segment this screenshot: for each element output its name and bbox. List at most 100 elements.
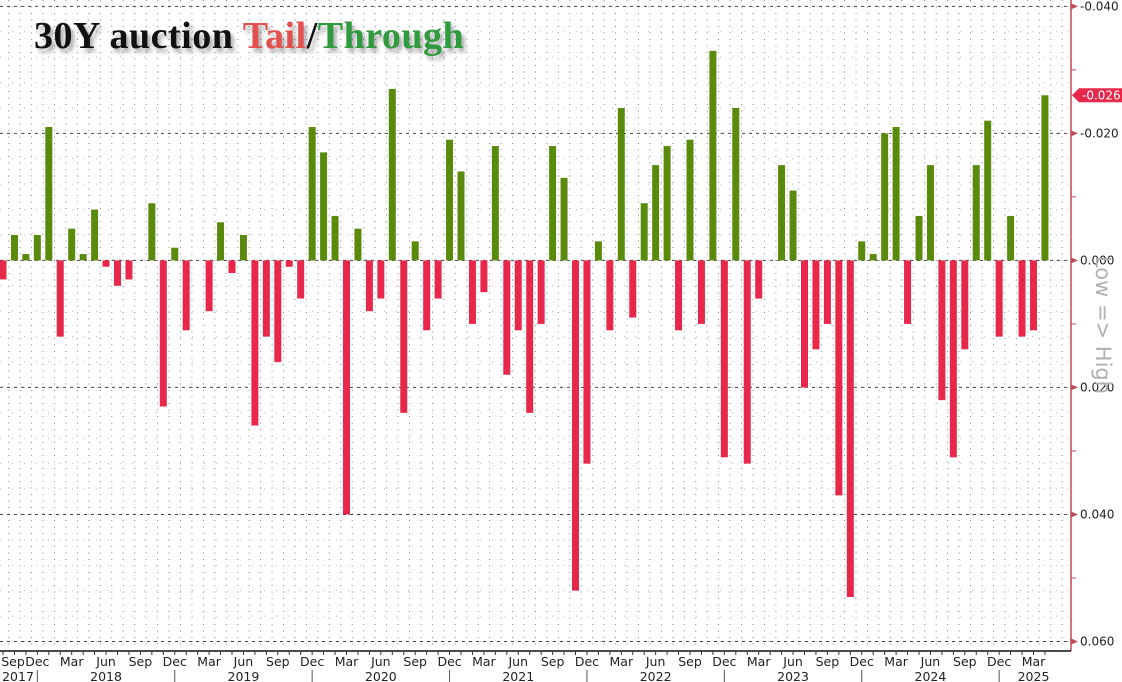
bar-2019-01 bbox=[182, 260, 190, 331]
bar-2020-02 bbox=[331, 215, 339, 261]
x-month-label: Dec bbox=[712, 654, 736, 669]
x-year-label: 2020 bbox=[365, 669, 397, 682]
x-month-label: Jun bbox=[95, 654, 116, 669]
x-month-label: Dec bbox=[575, 654, 599, 669]
bar-2023-09 bbox=[823, 260, 831, 324]
bar-2024-05 bbox=[915, 215, 923, 261]
bar-2022-02 bbox=[606, 260, 614, 331]
x-month-label: Jun bbox=[645, 654, 666, 669]
bar-2018-05 bbox=[91, 209, 99, 261]
x-month-label: Mar bbox=[197, 654, 221, 669]
bar-2020-01 bbox=[320, 152, 328, 261]
y-tick-marker bbox=[1071, 638, 1078, 645]
bar-2024-02 bbox=[881, 133, 889, 261]
y-tick-marker bbox=[1071, 384, 1078, 391]
bar-2018-08 bbox=[125, 260, 133, 280]
bar-2022-12 bbox=[720, 260, 728, 458]
bar-2020-08 bbox=[400, 260, 408, 413]
x-month-label: Jun bbox=[920, 654, 941, 669]
bar-2019-11 bbox=[297, 260, 305, 299]
x-month-label: Mar bbox=[1022, 654, 1046, 669]
x-month-label: Mar bbox=[747, 654, 771, 669]
bar-2023-11 bbox=[846, 260, 854, 598]
x-month-label: Mar bbox=[60, 654, 84, 669]
bar-2021-12 bbox=[583, 260, 591, 464]
x-month-label: Mar bbox=[884, 654, 908, 669]
bar-2021-02 bbox=[468, 260, 476, 324]
bar-2021-06 bbox=[514, 260, 522, 331]
bar-2018-11 bbox=[159, 260, 167, 407]
bar-2020-11 bbox=[434, 260, 442, 299]
x-month-label: Mar bbox=[472, 654, 496, 669]
bar-2022-06 bbox=[652, 165, 660, 261]
bar-2017-10 bbox=[10, 234, 18, 261]
bar-2018-12 bbox=[171, 247, 179, 261]
x-month-label: Sep bbox=[541, 654, 565, 669]
x-year-label: 2021 bbox=[502, 669, 534, 682]
x-month-label: Mar bbox=[610, 654, 634, 669]
bar-2023-10 bbox=[835, 260, 843, 496]
x-month-label: Jun bbox=[782, 654, 803, 669]
bar-2021-07 bbox=[526, 260, 534, 413]
bar-2021-08 bbox=[537, 260, 545, 324]
bar-2021-11 bbox=[572, 260, 579, 591]
x-year-label: 2025 bbox=[1018, 669, 1050, 682]
chart-title: 30Y auction Tail/Through bbox=[34, 14, 464, 58]
y-tick-marker bbox=[1071, 130, 1078, 137]
bar-2022-08 bbox=[675, 260, 683, 331]
bar-2018-03 bbox=[68, 228, 76, 261]
bar-2022-04 bbox=[629, 260, 637, 318]
bar-2019-10 bbox=[285, 260, 293, 267]
x-month-label: Jun bbox=[233, 654, 254, 669]
bar-2019-05 bbox=[228, 260, 236, 274]
bar-2020-03 bbox=[343, 260, 350, 515]
x-month-label: Sep bbox=[266, 654, 290, 669]
bar-2018-01 bbox=[45, 127, 53, 261]
bar-2020-09 bbox=[411, 241, 419, 261]
y-tick-marker bbox=[1071, 257, 1078, 264]
y-tick-label: -0.040 bbox=[1080, 0, 1119, 13]
bar-2023-12 bbox=[858, 241, 866, 261]
x-month-label: Sep bbox=[129, 654, 153, 669]
x-year-label: 2017 bbox=[2, 669, 34, 682]
x-month-label: Sep bbox=[953, 654, 977, 669]
bar-2022-11 bbox=[709, 50, 717, 261]
x-month-label: Jun bbox=[370, 654, 391, 669]
title-tail: Tail bbox=[242, 15, 307, 57]
bar-2022-09 bbox=[686, 139, 694, 261]
bar-2023-02 bbox=[743, 260, 751, 464]
x-month-label: Sep bbox=[1, 654, 25, 669]
bar-2018-07 bbox=[114, 260, 121, 286]
bar-2019-06 bbox=[239, 234, 247, 261]
bar-2019-08 bbox=[262, 260, 270, 337]
bar-2021-04 bbox=[491, 146, 499, 261]
title-through: Through bbox=[317, 15, 465, 57]
bar-2024-03 bbox=[892, 127, 900, 261]
bar-2024-01 bbox=[869, 254, 877, 261]
title-slash: / bbox=[306, 15, 318, 57]
x-month-label: Dec bbox=[300, 654, 324, 669]
bar-2018-10 bbox=[148, 203, 156, 261]
bar-2018-06 bbox=[102, 260, 110, 267]
bar-2020-05 bbox=[365, 260, 373, 312]
last-value-tag bbox=[1072, 88, 1122, 103]
bar-2024-08 bbox=[949, 260, 957, 458]
bar-2024-11 bbox=[984, 120, 992, 261]
bar-2022-03 bbox=[617, 107, 625, 261]
y-tick-label: 0.040 bbox=[1080, 507, 1114, 521]
bar-2023-07 bbox=[801, 260, 808, 388]
x-year-label: 2018 bbox=[90, 669, 122, 682]
y-tick-label: -0.020 bbox=[1080, 126, 1119, 140]
bar-2022-10 bbox=[697, 260, 705, 324]
bar-2024-04 bbox=[904, 260, 912, 324]
bar-2021-10 bbox=[560, 177, 568, 261]
bar-2017-09 bbox=[0, 260, 7, 280]
x-month-label: Dec bbox=[987, 654, 1011, 669]
bar-2020-07 bbox=[388, 88, 396, 261]
x-year-label: 2024 bbox=[915, 669, 947, 682]
y-tick-label: 0.060 bbox=[1080, 634, 1114, 648]
bar-2023-06 bbox=[789, 190, 797, 261]
bar-2025-03 bbox=[1030, 260, 1037, 331]
bar-2017-11 bbox=[22, 254, 30, 261]
bar-2020-04 bbox=[354, 228, 362, 261]
